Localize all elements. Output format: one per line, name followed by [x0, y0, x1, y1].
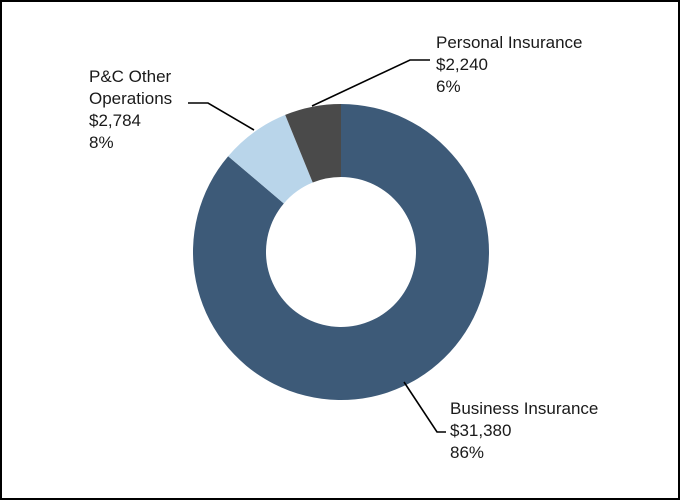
leader-line-personal-insurance: [311, 59, 430, 107]
label-personal-insurance-value: $2,240: [436, 55, 488, 74]
label-pc-other-operations: P&C Other Operations $2,784 8%: [89, 67, 255, 152]
label-pc-other-operations-name-line1: P&C Other: [89, 67, 172, 86]
donut-slices: [193, 104, 490, 400]
label-business-insurance-name: Business Insurance: [450, 399, 598, 418]
slice-business-insurance: [193, 104, 490, 400]
label-business-insurance: Business Insurance $31,380 86%: [403, 381, 598, 462]
label-pc-other-operations-value: $2,784: [89, 111, 141, 130]
label-pc-other-operations-percent: 8%: [89, 133, 114, 152]
label-business-insurance-value: $31,380: [450, 421, 511, 440]
label-business-insurance-percent: 86%: [450, 443, 484, 462]
label-pc-other-operations-name-line2: Operations: [89, 89, 172, 108]
leader-line-pc-other-operations: [188, 102, 255, 131]
leader-line-business-insurance: [403, 381, 446, 433]
label-personal-insurance-name: Personal Insurance: [436, 33, 582, 52]
label-personal-insurance-percent: 6%: [436, 77, 461, 96]
label-personal-insurance: Personal Insurance $2,240 6%: [311, 33, 582, 107]
slice-p-c-other-operations: [228, 114, 313, 204]
slice-personal-insurance: [285, 104, 341, 183]
